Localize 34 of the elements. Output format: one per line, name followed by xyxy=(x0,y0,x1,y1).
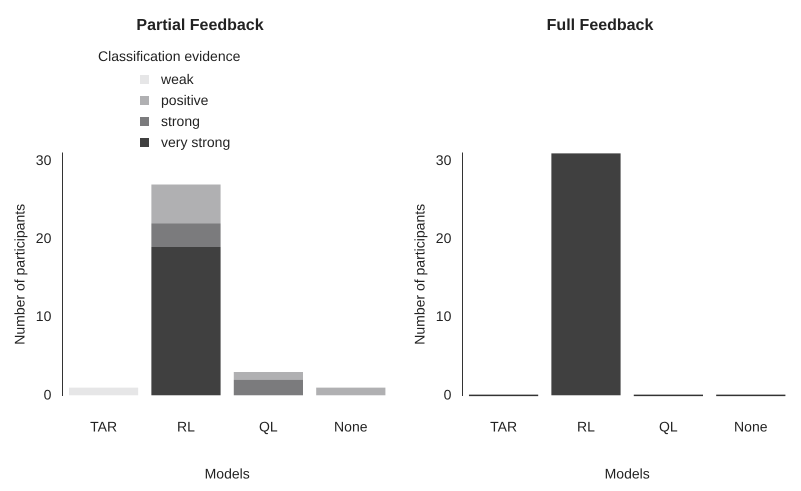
legend-label: weak xyxy=(161,70,194,89)
legend-label: strong xyxy=(161,112,200,131)
y-tick-label: 20 xyxy=(36,230,52,246)
chart-title: Partial Feedback xyxy=(136,17,264,34)
x-axis-title: Models xyxy=(604,465,650,482)
x-tick-label: TAR xyxy=(490,418,518,435)
y-tick-label: 30 xyxy=(436,152,452,168)
y-tick-label: 10 xyxy=(36,308,52,324)
y-tick-label: 20 xyxy=(436,230,452,246)
y-tick-label: 0 xyxy=(44,386,52,402)
y-tick-label: 30 xyxy=(36,152,52,168)
x-tick-label: QL xyxy=(659,418,678,435)
x-axis-title: Models xyxy=(204,465,250,482)
legend-title: Classification evidence xyxy=(98,47,240,66)
x-tick-label: RL xyxy=(177,418,196,435)
bar xyxy=(316,388,386,396)
legend-label: positive xyxy=(161,91,208,110)
bar xyxy=(151,224,221,247)
x-tick-label: QL xyxy=(259,418,278,435)
x-tick-label: None xyxy=(334,418,368,435)
y-tick-label: 10 xyxy=(436,308,452,324)
x-tick-label: TAR xyxy=(90,418,118,435)
y-tick-label: 0 xyxy=(444,386,452,402)
bar xyxy=(234,380,303,396)
x-tick-label: RL xyxy=(577,418,596,435)
bar xyxy=(68,388,138,396)
y-axis-title: Number of participants xyxy=(411,204,428,345)
legend-label: very strong xyxy=(161,133,230,152)
bar xyxy=(151,246,221,396)
bar xyxy=(151,184,221,224)
chart-title: Full Feedback xyxy=(546,17,654,34)
x-tick-label: None xyxy=(734,418,768,435)
bar xyxy=(234,372,303,380)
y-axis-title: Number of participants xyxy=(11,204,28,345)
